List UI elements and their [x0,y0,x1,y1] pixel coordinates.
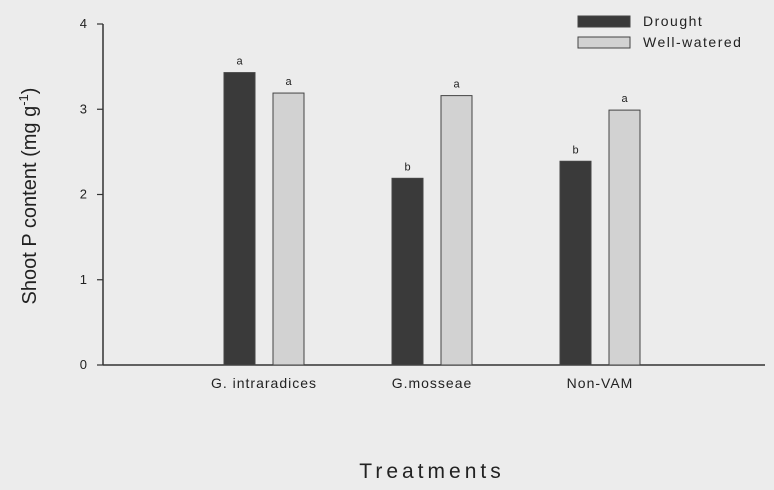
legend-swatch-drought [577,15,631,28]
legend-swatch-well-watered [577,36,631,49]
significance-label: b [404,161,410,173]
legend-label-drought: Drought [643,13,703,29]
legend-label-well-watered: Well-watered [643,34,742,50]
bar-well-watered [440,95,473,366]
significance-label: a [621,93,628,105]
x-tick-label: G. intraradices [211,375,317,391]
bar-well-watered [272,92,305,366]
significance-label: a [285,76,292,88]
y-tick-label: 3 [80,101,87,116]
y-tick-label: 0 [80,357,87,372]
y-tick-label: 1 [80,272,87,287]
bar-drought [559,160,592,366]
y-tick-label: 4 [80,16,87,31]
significance-label: a [236,56,243,68]
bar-drought [223,72,256,366]
x-tick-label: G.mosseae [392,375,473,391]
x-tick-label: Non-VAM [567,375,634,391]
y-tick-label: 2 [80,187,87,202]
significance-label: a [453,79,460,91]
y-axis-label: Shoot P content (mg g-1) [16,88,41,305]
bar-well-watered [608,109,641,366]
significance-label: b [572,144,578,156]
bar-drought [391,177,424,366]
legend: Drought Well-watered [577,13,742,50]
x-axis-label: Treatments [359,460,504,483]
